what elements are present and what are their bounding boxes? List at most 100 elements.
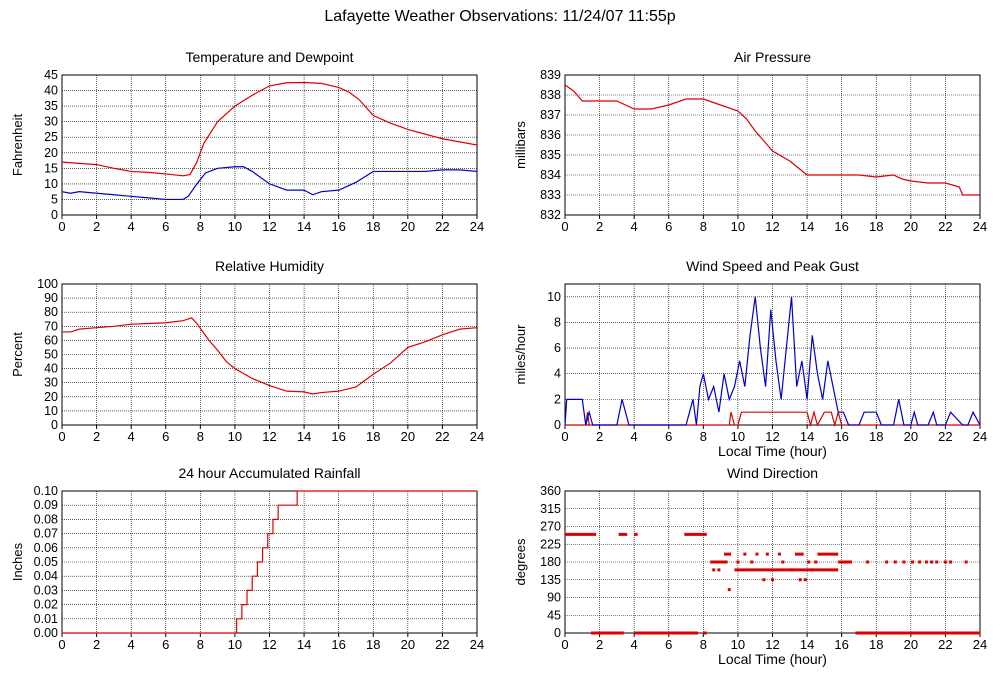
- y-tick-label: 10: [547, 290, 561, 304]
- x-tick-label: 4: [128, 219, 135, 234]
- y-tick-label: 10: [44, 177, 58, 191]
- x-tick-label: 4: [631, 637, 638, 652]
- x-tick-label: 24: [973, 219, 987, 234]
- x-tick-label: 6: [162, 429, 169, 444]
- x-tick-label: 16: [834, 219, 848, 234]
- x-tick-label: 10: [228, 219, 242, 234]
- data-point: [810, 568, 814, 572]
- y-tick-label: 30: [44, 376, 58, 390]
- y-tick-label: 6: [554, 341, 561, 355]
- data-point: [943, 560, 947, 564]
- x-tick-label: 2: [596, 637, 603, 652]
- series-line-1: [61, 166, 478, 201]
- x-tick-label: 16: [834, 637, 848, 652]
- chart-title: Relative Humidity: [215, 258, 324, 274]
- x-tick-label: 6: [665, 219, 672, 234]
- x-tick-label: 14: [297, 637, 311, 652]
- x-tick-label: 22: [435, 219, 449, 234]
- chart-title: Temperature and Dewpoint: [185, 49, 353, 65]
- x-tick-label: 4: [128, 637, 135, 652]
- y-tick-label: 315: [540, 502, 561, 516]
- x-tick-label: 16: [331, 637, 345, 652]
- y-tick-label: 0: [51, 208, 58, 222]
- x-tick-label: 0: [58, 429, 65, 444]
- x-tick-label: 22: [938, 219, 952, 234]
- chart-title: Wind Speed and Peak Gust: [686, 258, 859, 274]
- data-point: [885, 560, 889, 564]
- x-tick-label: 6: [665, 637, 672, 652]
- x-tick-label: 12: [262, 219, 276, 234]
- x-tick-label: 14: [800, 219, 814, 234]
- x-tick-label: 4: [128, 429, 135, 444]
- x-tick-label: 16: [331, 429, 345, 444]
- x-axis-label: Local Time (hour): [718, 443, 827, 459]
- x-tick-label: 6: [665, 429, 672, 444]
- plot-frame: [61, 490, 478, 634]
- x-tick-label: 2: [93, 429, 100, 444]
- y-tick-label: 90: [44, 291, 58, 305]
- y-tick-label: 45: [547, 608, 561, 622]
- y-tick-label: 0: [51, 418, 58, 432]
- y-tick-label: 838: [540, 88, 561, 102]
- data-point: [798, 578, 802, 582]
- y-tick-label: 0.06: [34, 541, 58, 555]
- y-tick-label: 2: [554, 392, 561, 406]
- x-tick-label: 18: [366, 429, 380, 444]
- data-point: [902, 560, 906, 564]
- y-tick-label: 839: [540, 68, 561, 82]
- x-tick-label: 18: [366, 219, 380, 234]
- chart-title: Air Pressure: [734, 49, 811, 65]
- plot-frame: [564, 490, 981, 634]
- data-point: [762, 578, 766, 582]
- data-point: [743, 552, 747, 556]
- x-tick-label: 16: [331, 219, 345, 234]
- x-tick-label: 18: [869, 219, 883, 234]
- y-tick-label: 0.09: [34, 498, 58, 512]
- plot-frame: [564, 283, 981, 426]
- y-tick-label: 835: [540, 148, 561, 162]
- data-point: [803, 578, 807, 582]
- data-point: [911, 560, 915, 564]
- x-tick-label: 2: [93, 637, 100, 652]
- y-tick-label: 70: [44, 319, 58, 333]
- x-tick-label: 14: [297, 219, 311, 234]
- x-tick-label: 20: [401, 429, 415, 444]
- y-tick-label: 8: [554, 315, 561, 329]
- y-tick-label: 0.01: [34, 612, 58, 626]
- y-axis-label: Percent: [10, 332, 25, 377]
- x-tick-label: 24: [470, 637, 484, 652]
- x-tick-label: 10: [228, 429, 242, 444]
- y-tick-label: 834: [540, 168, 561, 182]
- y-tick-label: 270: [540, 520, 561, 534]
- y-tick-label: 45: [44, 68, 58, 82]
- y-tick-label: 135: [540, 573, 561, 587]
- data-point: [935, 560, 939, 564]
- chart-title: 24 hour Accumulated Rainfall: [178, 465, 360, 481]
- y-tick-label: 225: [540, 537, 561, 551]
- series-line-0: [565, 409, 980, 428]
- x-tick-label: 14: [297, 429, 311, 444]
- x-tick-label: 12: [765, 219, 779, 234]
- y-tick-label: 40: [44, 362, 58, 376]
- y-tick-label: 30: [44, 115, 58, 129]
- x-tick-label: 14: [800, 637, 814, 652]
- x-tick-label: 10: [731, 219, 745, 234]
- data-point: [790, 568, 794, 572]
- y-tick-label: 0.00: [34, 626, 58, 640]
- x-tick-label: 18: [869, 429, 883, 444]
- data-point: [807, 560, 811, 564]
- y-axis-label: miles/hour: [513, 324, 528, 385]
- data-point: [777, 552, 781, 556]
- x-tick-label: 12: [765, 637, 779, 652]
- y-tick-label: 20: [44, 390, 58, 404]
- data-point: [712, 568, 716, 572]
- x-tick-label: 20: [904, 637, 918, 652]
- x-tick-label: 22: [938, 429, 952, 444]
- x-tick-label: 20: [904, 219, 918, 234]
- data-point: [930, 560, 934, 564]
- x-tick-label: 8: [197, 219, 204, 234]
- y-tick-label: 0: [554, 418, 561, 432]
- y-tick-label: 15: [44, 161, 58, 175]
